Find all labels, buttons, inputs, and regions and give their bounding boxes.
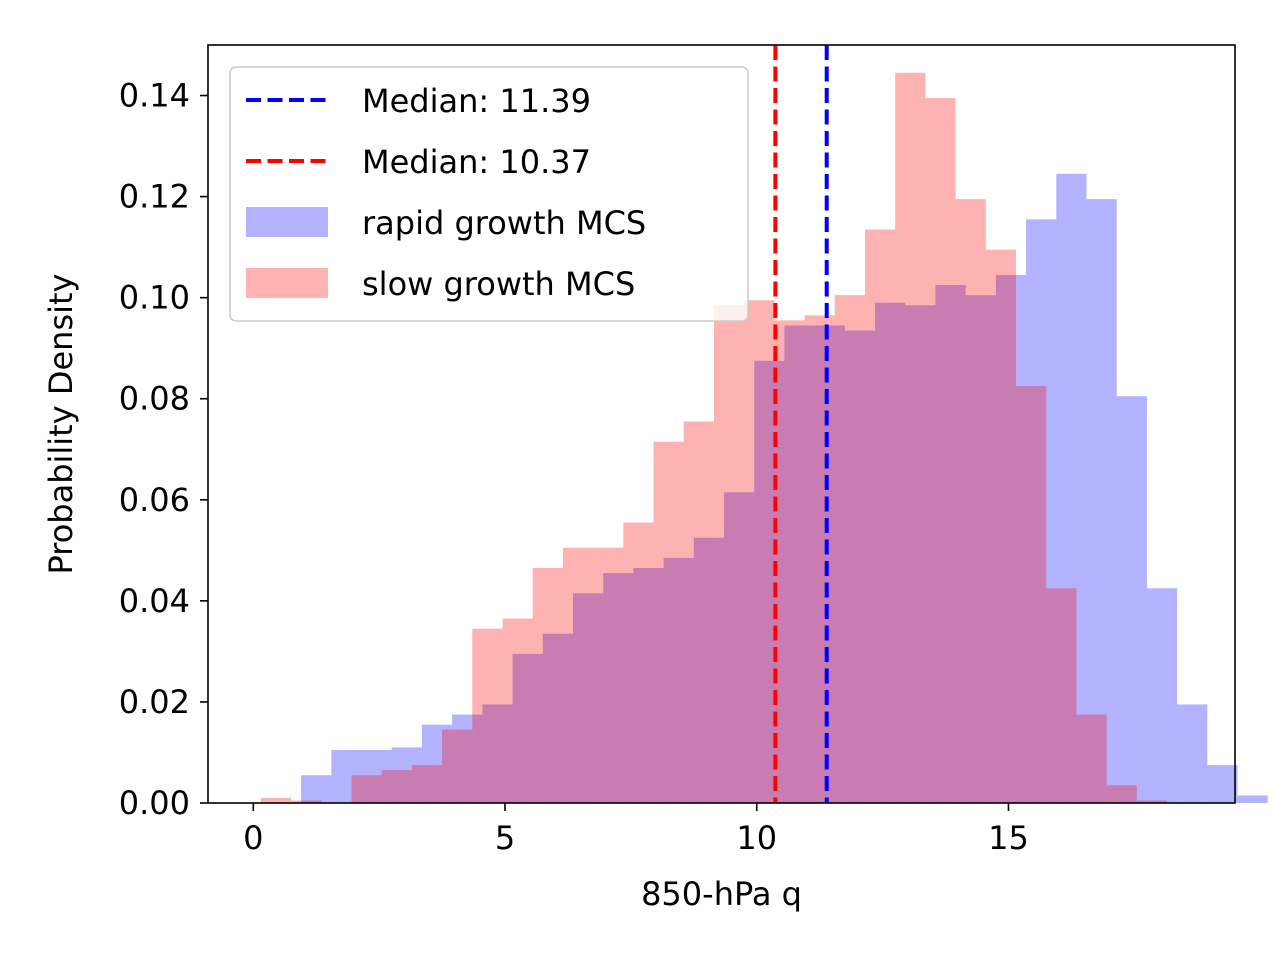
rapid-growth-bar [633,568,664,803]
rapid-growth-bar [482,704,513,803]
slow-growth-bar [351,775,382,803]
slow-growth-bar [411,765,443,803]
legend-rapid-growth-label: rapid growth MCS [362,204,646,242]
rapid-growth-bar [814,325,845,803]
slow-growth-bar [260,797,292,803]
slow-growth-bar [774,320,805,803]
rapid-growth-bar [421,724,453,803]
x-tick-label: 0 [243,819,263,857]
slow-growth-bar [1076,714,1107,803]
slow-growth-bar [623,522,654,803]
legend-rapid-growth-swatch [246,207,328,237]
rapid-growth-bar [452,714,483,803]
legend-median-slow-label: Median: 10.37 [362,143,591,181]
rapid-growth-bar [1086,199,1117,804]
slow-growth-bar [653,441,684,803]
slow-growth-bar [925,98,956,803]
rapid-growth-bar [1056,173,1087,804]
x-axis: 0 5 10 15 [243,803,1029,857]
rapid-growth-bar [875,302,906,803]
y-tick-label: 0.04 [119,582,190,620]
slow-growth-bar [683,421,714,803]
legend-slow-growth-label: slow growth MCS [362,265,635,303]
rapid-growth-bar [1026,219,1057,804]
slow-growth-bar [502,618,533,803]
rapid-growth-bar [301,775,332,803]
rapid-growth-bar [512,653,543,803]
rapid-growth-bar [1207,765,1238,803]
rapid-growth-bar [603,573,634,803]
y-axis-label: Probability Density [42,274,80,575]
slow-growth-bar [1106,785,1137,803]
slow-growth-bar [1016,386,1047,803]
slow-growth-bar [864,229,896,804]
slow-growth-bar [442,729,473,803]
rapid-growth-bar [935,285,966,803]
x-axis-label: 850-hPa q [641,875,802,913]
rapid-growth-bar [663,557,694,803]
slow-growth-bar [532,568,563,803]
rapid-growth-bar [784,325,815,803]
y-axis: 0.00 0.02 0.04 0.06 0.08 0.10 0.12 0.14 [119,77,208,822]
slow-growth-bar [472,628,503,803]
rapid-growth-bar [905,305,936,803]
slow-growth-bar [1136,800,1168,803]
rapid-growth-bar [331,749,362,803]
slow-growth-bar [381,770,412,803]
y-tick-label: 0.14 [119,77,190,115]
rapid-growth-bar [844,330,876,803]
y-tick-label: 0.00 [119,784,190,822]
legend-box [229,66,749,322]
rapid-growth-bar [754,360,785,803]
rapid-growth-bar [995,274,1027,804]
legend: Median: 11.39 Median: 10.37 rapid growth M… [229,66,749,322]
rapid-growth-bar [724,492,755,803]
slow-growth-bar [985,249,1017,803]
rapid-growth-bar [1237,795,1268,803]
rapid-growth-bar [391,747,422,803]
rapid-growth-bar [1116,396,1147,803]
rapid-growth-bar [542,633,573,803]
y-tick-label: 0.10 [119,279,190,317]
slow-growth-bar [955,199,986,804]
slow-growth-bar [593,547,624,803]
slow-growth-bar [562,547,594,803]
plot-frame [207,44,1236,804]
x-tick-label: 5 [495,819,515,857]
x-tick-label: 10 [736,819,777,857]
slow-growth-bar [1046,588,1077,803]
y-tick-label: 0.08 [119,380,190,418]
y-tick-label: 0.12 [119,178,190,216]
median-lines [773,45,829,803]
slow-growth-bar [291,800,322,803]
slow-growth-bar [744,300,775,803]
legend-slow-growth-swatch [246,268,328,298]
rapid-growth-bar [965,295,996,803]
y-tick-label: 0.02 [119,683,190,721]
slow-growth-bar [834,295,865,803]
x-tick-label: 15 [988,819,1029,857]
rapid-growth-bars [301,173,1268,804]
y-tick-label: 0.06 [119,481,190,519]
slow-growth-bar [713,305,745,803]
slow-growth-bar [895,72,926,803]
rapid-growth-bar [361,749,392,803]
slow-growth-bar [804,315,835,803]
rapid-growth-bar [693,537,725,803]
legend-median-rapid-label: Median: 11.39 [362,82,591,120]
slow-growth-bars [260,72,1168,804]
rapid-growth-bar [572,593,604,803]
rapid-growth-bar [1146,588,1178,803]
rapid-growth-bar [1177,704,1208,803]
